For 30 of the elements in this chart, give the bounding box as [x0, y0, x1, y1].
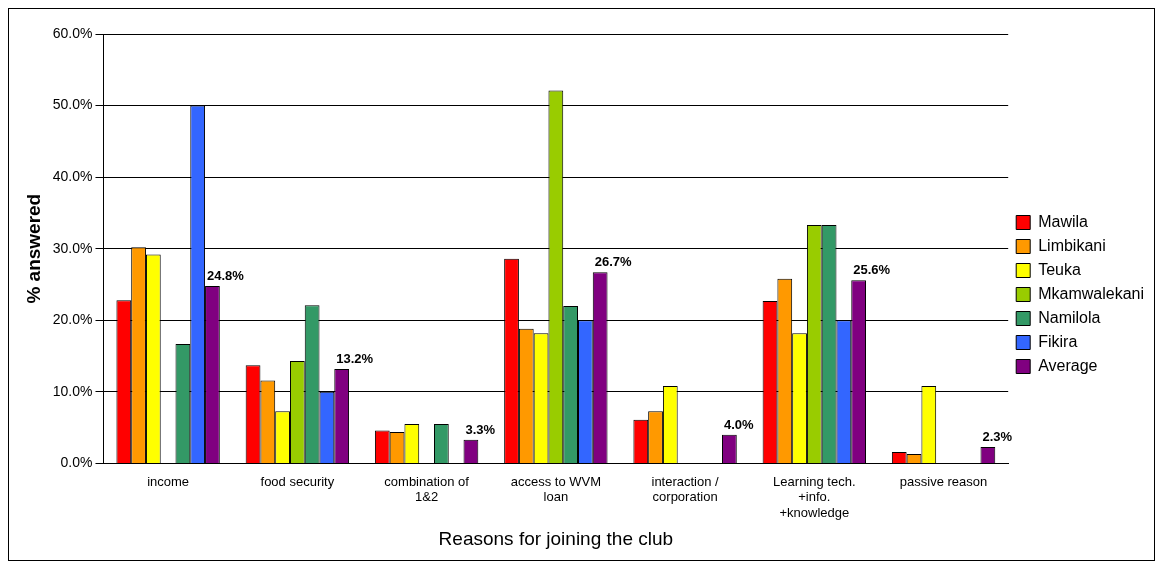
- legend-label: Mawila: [1038, 212, 1089, 230]
- x-axis-title: Reasons for joining the club: [438, 527, 674, 549]
- y-tick-label: 20.0%: [52, 311, 93, 328]
- legend-label: Namilola: [1038, 308, 1101, 326]
- legend-label: Average: [1038, 356, 1098, 374]
- data-label: 4.0%: [724, 416, 755, 432]
- y-tick-label: 40.0%: [52, 167, 93, 184]
- y-tick-label: 50.0%: [52, 96, 93, 113]
- y-tick-label: 0.0%: [60, 454, 93, 471]
- data-label: 26.7%: [594, 254, 633, 270]
- data-label: 25.6%: [853, 262, 891, 278]
- legend-label: Limbikani: [1038, 236, 1106, 254]
- y-tick-label: 30.0%: [52, 239, 93, 256]
- x-tick-label: food security: [260, 473, 335, 489]
- data-label: 13.2%: [336, 351, 374, 367]
- x-tick-label: interaction / corporation: [651, 473, 720, 505]
- y-axis-title: % answered: [22, 193, 44, 304]
- legend-label: Mkamwalekani: [1038, 284, 1144, 302]
- y-tick-label: 60.0%: [52, 24, 93, 41]
- x-tick-label: access to WVM loan: [510, 473, 601, 505]
- legend-label: Teuka: [1038, 260, 1081, 278]
- data-label: 2.3%: [982, 429, 1013, 445]
- x-tick-label: Learning tech. +info. +knowledge: [773, 473, 856, 520]
- data-label: 24.8%: [207, 267, 245, 283]
- data-label: 3.3%: [465, 421, 496, 437]
- x-tick-label: combination of 1&2: [384, 473, 470, 505]
- x-tick-label: passive reason: [899, 473, 988, 489]
- x-tick-label: income: [147, 473, 190, 489]
- y-tick-label: 10.0%: [52, 382, 93, 399]
- legend-label: Fikira: [1038, 332, 1078, 350]
